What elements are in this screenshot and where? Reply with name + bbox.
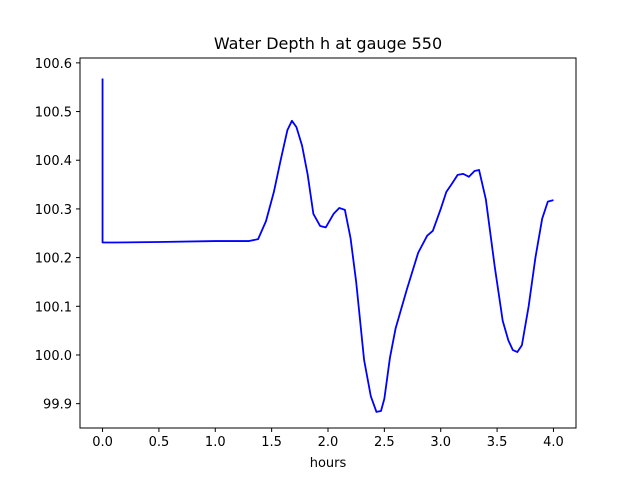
x-tick-label: 3.5 bbox=[487, 435, 508, 450]
chart-title: Water Depth h at gauge 550 bbox=[214, 34, 442, 53]
y-tick-label: 100.3 bbox=[35, 203, 72, 218]
y-tick-label: 100.4 bbox=[35, 154, 72, 169]
series-line bbox=[101, 78, 554, 413]
y-tick-label: 100.5 bbox=[35, 106, 72, 121]
y-tick-label: 100.2 bbox=[35, 252, 72, 267]
x-tick-label: 1.5 bbox=[261, 435, 282, 450]
x-tick-label: 1.0 bbox=[205, 435, 226, 450]
ticks-layer: 0.0 0.5 1.0 1.5 2.0 2.5 3.0 3.5 4.0 99.9 100.0 100.… bbox=[35, 57, 564, 450]
y-tick-label: 100.0 bbox=[35, 349, 72, 364]
y-tick-label: 100.1 bbox=[35, 300, 72, 315]
y-tick-label: 100.6 bbox=[35, 57, 72, 72]
x-tick-label: 2.5 bbox=[374, 435, 395, 450]
y-tick-label: 99.9 bbox=[43, 398, 72, 413]
axes-frame bbox=[79, 57, 577, 429]
x-axis-label: hours bbox=[310, 456, 347, 471]
x-tick-label: 2.0 bbox=[318, 435, 339, 450]
x-tick-label: 3.0 bbox=[430, 435, 451, 450]
x-tick-label: 4.0 bbox=[543, 435, 564, 450]
x-tick-label: 0.5 bbox=[149, 435, 170, 450]
x-tick-label: 0.0 bbox=[92, 435, 113, 450]
